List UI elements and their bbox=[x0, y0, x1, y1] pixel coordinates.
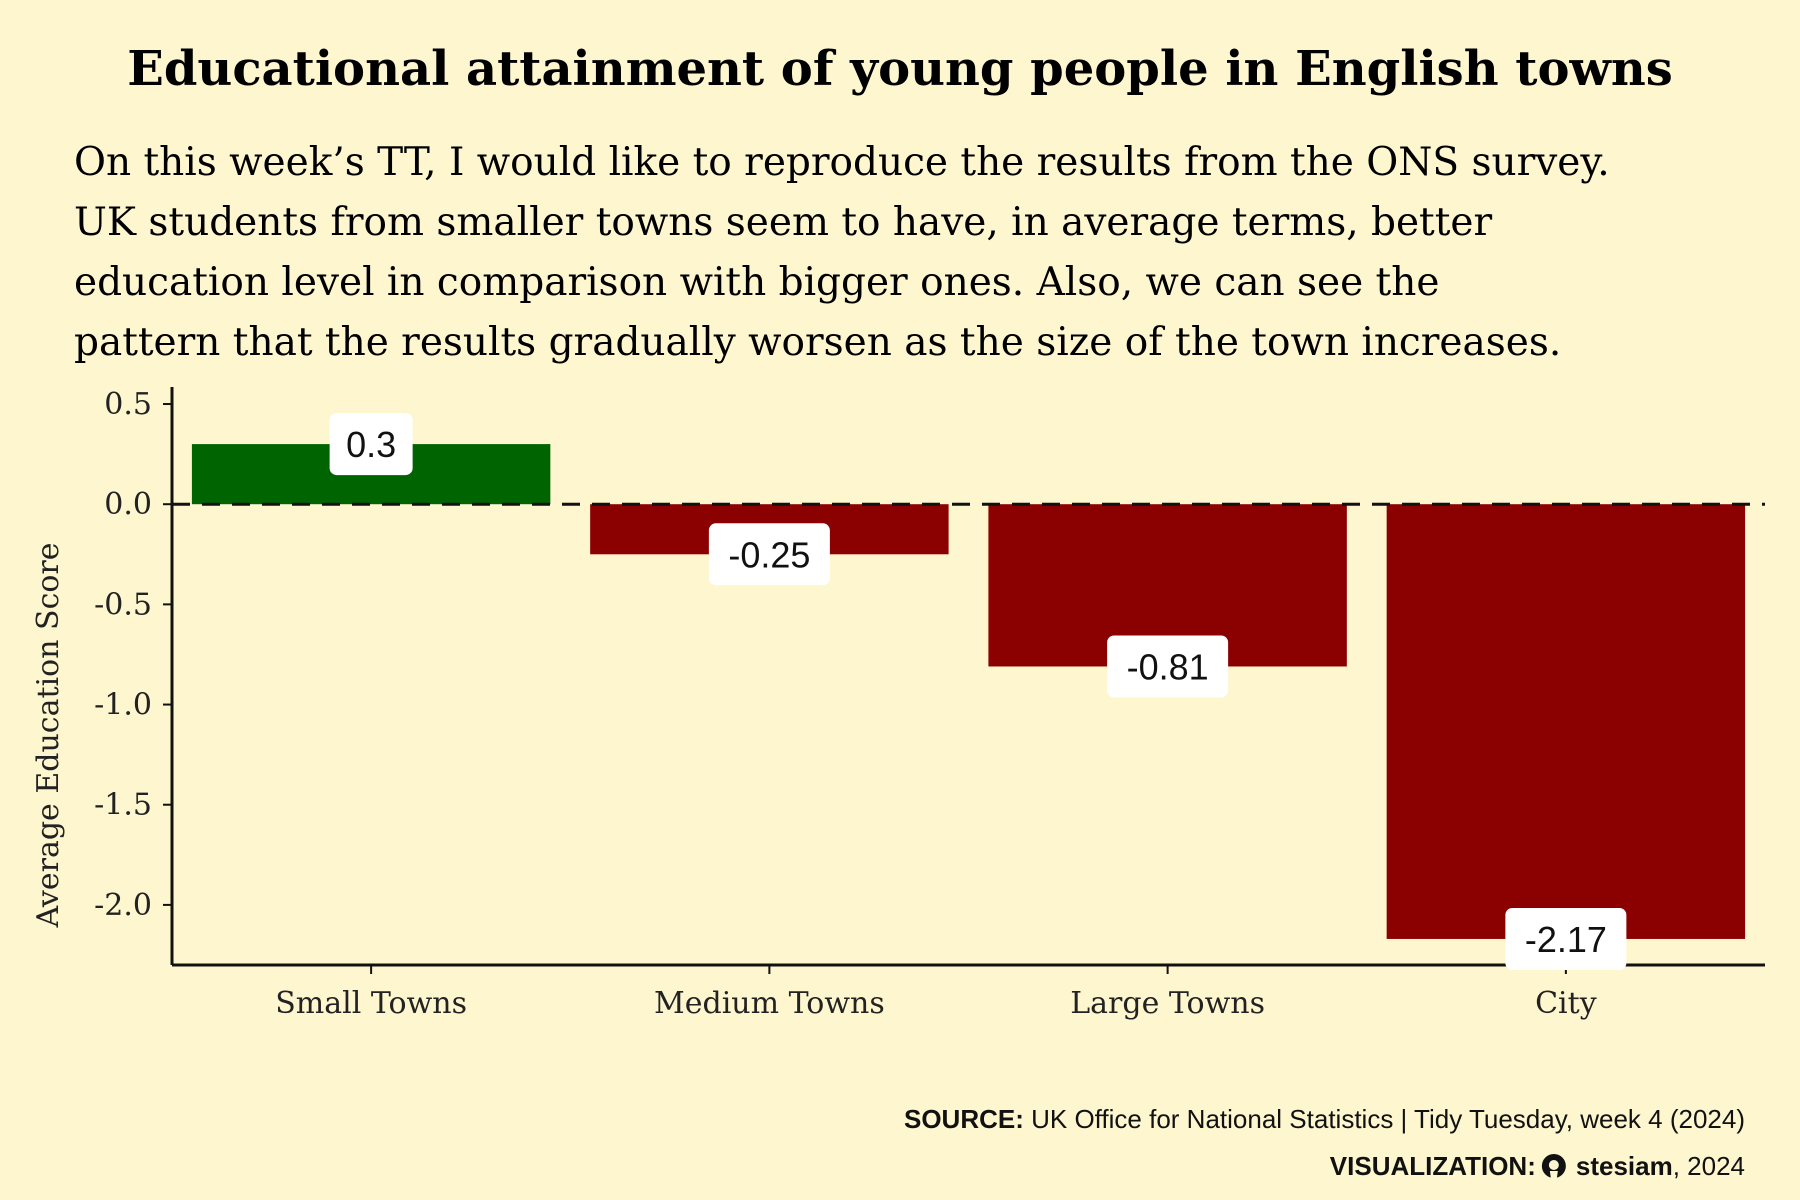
y-tick-label: -0.5 bbox=[94, 587, 152, 622]
data-label-box bbox=[708, 523, 830, 586]
bar-3 bbox=[1386, 504, 1746, 939]
x-tick-label: City bbox=[1535, 986, 1597, 1021]
y-axis-title: Average Education Score bbox=[31, 542, 66, 928]
y-tick-label: -2.0 bbox=[94, 888, 152, 923]
x-tick-label: Small Towns bbox=[275, 986, 467, 1021]
x-tick-label: Large Towns bbox=[1070, 986, 1265, 1021]
subtitle-line-2: UK students from smaller towns seem to h… bbox=[74, 200, 1492, 245]
data-label: -2.17 bbox=[1525, 919, 1607, 960]
source-text: UK Office for National Statistics | Tidy… bbox=[1024, 1104, 1745, 1134]
github-icon bbox=[1541, 1154, 1566, 1178]
data-label: 0.3 bbox=[346, 424, 396, 465]
subtitle-line-1: On this week’s TT, I would like to repro… bbox=[74, 140, 1610, 185]
author-year: , 2024 bbox=[1673, 1151, 1745, 1181]
y-tick-label: 0.0 bbox=[104, 487, 152, 522]
author-name: stesiam bbox=[1576, 1151, 1673, 1181]
data-label: -0.81 bbox=[1127, 646, 1209, 687]
y-tick-label: -1.0 bbox=[94, 688, 152, 723]
visualization-caption: VISUALIZATION: stesiam, 2024 bbox=[1330, 1151, 1745, 1181]
data-label-box bbox=[1107, 635, 1229, 698]
subtitle-line-3: education level in comparison with bigge… bbox=[74, 260, 1439, 305]
data-label: -0.25 bbox=[728, 534, 810, 575]
plot-area: 0.5 0.0 -0.5 -1.0 -1.5 -2.0 Small Towns Medium … bbox=[94, 387, 1765, 1021]
caption: SOURCE: UK Office for National Statistic… bbox=[904, 1104, 1745, 1181]
source-caption: SOURCE: UK Office for National Statistic… bbox=[904, 1104, 1745, 1134]
data-label-box bbox=[329, 413, 413, 476]
chart-title: Educational attainment of young people i… bbox=[127, 41, 1672, 97]
subtitle-line-4: pattern that the results gradually worse… bbox=[74, 320, 1561, 365]
source-label: SOURCE: bbox=[904, 1104, 1024, 1134]
x-tick-label: Medium Towns bbox=[654, 986, 885, 1021]
data-label-box bbox=[1505, 907, 1627, 970]
y-tick-label: 0.5 bbox=[104, 387, 152, 422]
visualization-label: VISUALIZATION: bbox=[1330, 1151, 1536, 1181]
y-tick-label: -1.5 bbox=[94, 788, 152, 823]
